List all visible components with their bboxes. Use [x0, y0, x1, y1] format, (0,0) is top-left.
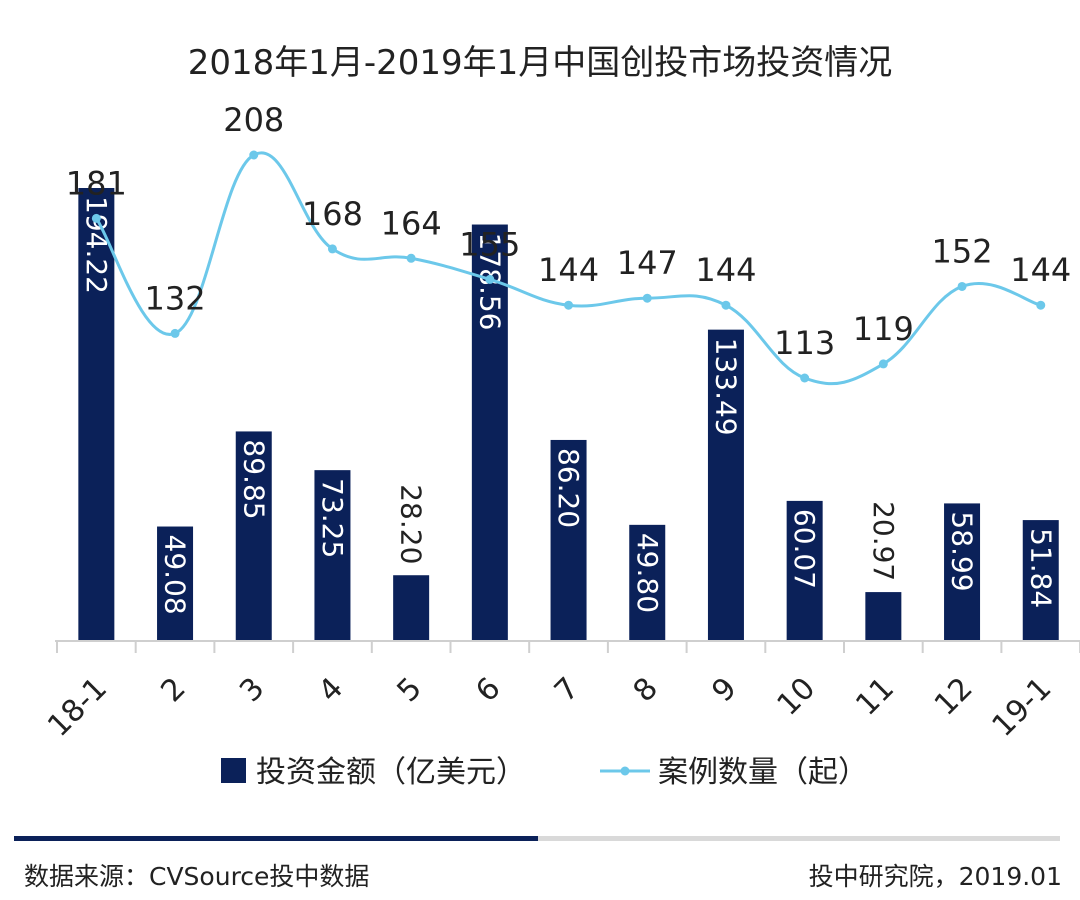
bar — [550, 439, 587, 641]
legend: 投资金额（亿美元） 案例数量（起） — [221, 755, 868, 790]
x-tick-label: 6 — [469, 671, 507, 709]
x-tick-label: 4 — [312, 671, 350, 709]
bar-value-label: 51.84 — [1024, 528, 1057, 608]
footer-divider-dark — [14, 836, 538, 841]
footer-divider-light — [538, 836, 1060, 841]
bar — [707, 329, 744, 641]
bar — [786, 500, 823, 641]
case-count-label: 132 — [145, 279, 206, 317]
x-tick-label: 19-1 — [986, 671, 1059, 744]
bar-value-label: 20.97 — [867, 501, 900, 581]
case-count-label: 208 — [223, 101, 284, 139]
x-tick-label: 8 — [627, 671, 665, 709]
case-count-label: 144 — [1010, 251, 1071, 289]
bar-value-label: 58.99 — [946, 511, 979, 591]
bar-value-label: 194.22 — [80, 196, 113, 294]
case-count-point — [485, 274, 495, 284]
bar-value-label: 86.20 — [552, 448, 585, 528]
x-tick-label: 5 — [391, 671, 429, 709]
footer-source: 数据来源：CVSource投中数据 — [24, 862, 369, 891]
bar-value-label: 49.80 — [631, 533, 664, 613]
bar-value-label: 133.49 — [709, 338, 742, 436]
case-count-point — [170, 328, 180, 338]
footer-credit: 投中研究院，2019.01 — [809, 862, 1062, 891]
case-count-point — [957, 281, 967, 291]
bar — [944, 503, 981, 641]
case-count-point — [564, 300, 574, 310]
case-count-point — [249, 150, 259, 160]
bar-value-label: 73.25 — [316, 478, 349, 558]
legend-bar-label: 投资金额（亿美元） — [256, 755, 526, 790]
legend-line-marker — [620, 766, 630, 776]
legend-bar-swatch — [221, 758, 246, 783]
x-tick-label: 3 — [233, 671, 271, 709]
legend-line-label: 案例数量（起） — [658, 755, 868, 790]
bar — [1022, 520, 1059, 641]
case-count-label: 164 — [381, 204, 442, 242]
x-tick-label: 18-1 — [41, 671, 114, 744]
case-count-label: 144 — [695, 251, 756, 289]
bar — [629, 524, 666, 641]
case-count-labels: 181 132 208 168 164 155 144 147 144 113 119 152 144 — [66, 101, 1071, 362]
case-count-label: 113 — [774, 324, 835, 362]
bar — [865, 592, 902, 641]
case-count-label: 147 — [617, 244, 678, 282]
bar-value-label: 28.20 — [395, 484, 428, 564]
bar — [235, 431, 272, 641]
case-count-point — [327, 244, 337, 254]
case-count-point — [800, 373, 810, 383]
bar-value-label: 89.85 — [237, 439, 270, 519]
chart-title: 2018年1月-2019年1月中国创投市场投资情况 — [188, 43, 893, 83]
x-axis-ticks — [56, 641, 1080, 653]
bar-value-labels: 194.2249.0889.8573.2528.20178.5686.2049.… — [80, 196, 1057, 615]
case-count-label: 152 — [932, 232, 993, 270]
case-count-point — [878, 359, 888, 369]
bar — [471, 224, 508, 641]
x-tick-label: 9 — [705, 671, 743, 709]
bar — [78, 188, 115, 641]
case-count-label: 181 — [66, 164, 127, 202]
bar — [314, 470, 351, 641]
bar — [393, 575, 430, 641]
x-tick-label: 12 — [928, 671, 980, 723]
bar-value-label: 60.07 — [788, 509, 821, 589]
x-axis-labels: 18-1 2 3 4 5 6 7 8 9 10 11 12 19-1 — [41, 671, 1058, 744]
case-count-points — [91, 150, 1046, 383]
case-count-point — [721, 300, 731, 310]
bar-value-label: 49.08 — [159, 535, 192, 615]
x-tick-label: 2 — [154, 671, 192, 709]
x-tick-label: 11 — [849, 671, 901, 723]
footer: 数据来源：CVSource投中数据 投中研究院，2019.01 — [14, 836, 1062, 891]
case-count-label: 155 — [459, 225, 520, 263]
case-count-point — [642, 293, 652, 303]
x-tick-label: 10 — [771, 671, 823, 723]
case-count-point — [1036, 300, 1046, 310]
bar-series — [78, 188, 1059, 641]
case-count-label: 168 — [302, 195, 363, 233]
case-count-label: 119 — [853, 310, 914, 348]
case-count-point — [406, 253, 416, 263]
case-count-label: 144 — [538, 251, 599, 289]
x-tick-label: 7 — [548, 671, 586, 709]
case-count-point — [91, 213, 101, 223]
bar — [157, 526, 194, 641]
